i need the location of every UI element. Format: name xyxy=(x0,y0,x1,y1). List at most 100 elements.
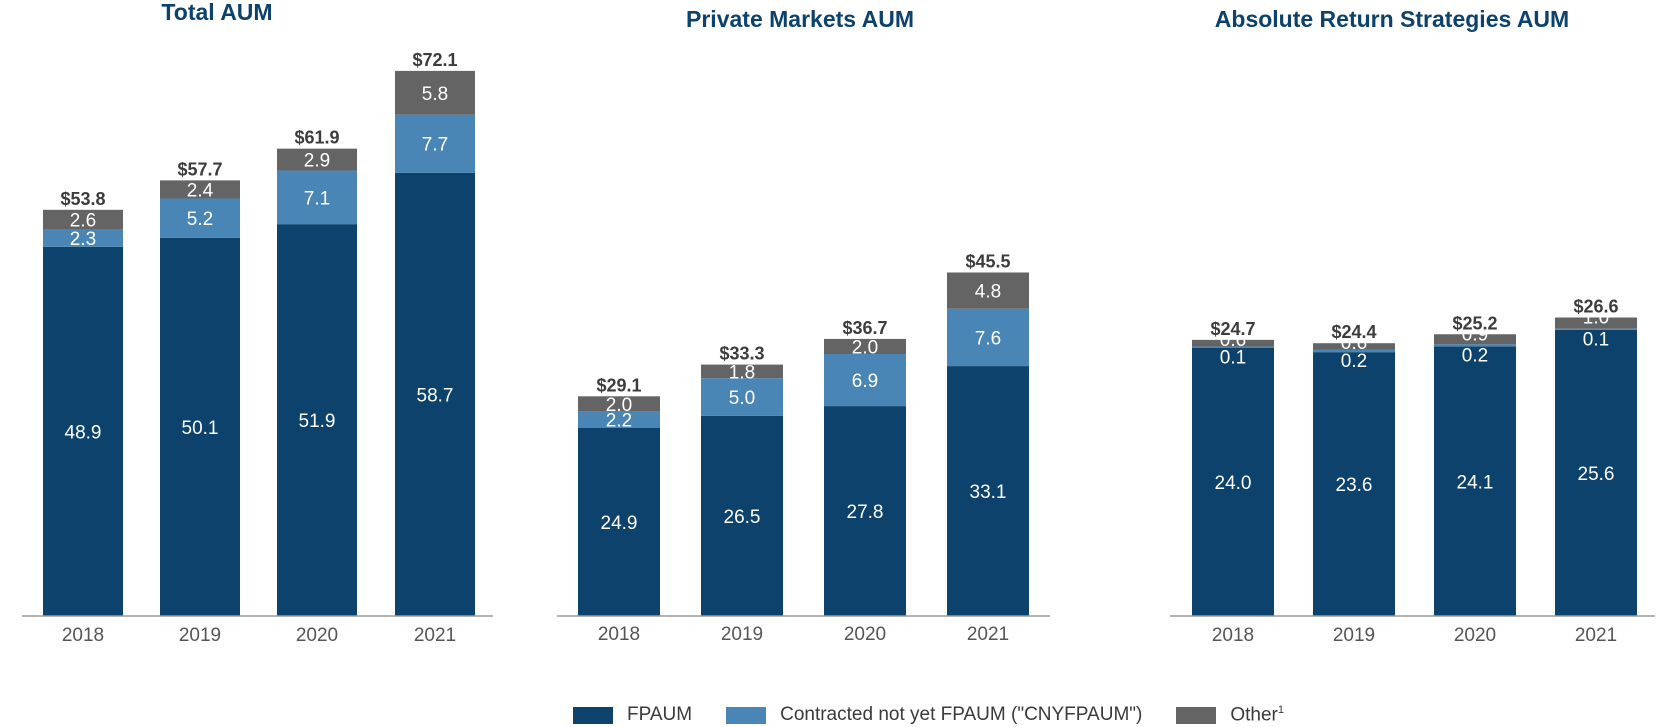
total-aum-total-2020: $61.9 xyxy=(294,128,339,148)
total-aum-total-2018: $53.8 xyxy=(60,189,105,209)
absolute-return-aum-bar-cnyfpaum-2019 xyxy=(1313,349,1395,353)
absolute-return-aum-total-2019: $24.4 xyxy=(1331,322,1376,342)
absolute-return-aum-bar-cnyfpaum-2018 xyxy=(1192,346,1274,348)
absolute-return-aum-title: Absolute Return Strategies AUM xyxy=(1215,6,1569,32)
legend-label-other: Other1 xyxy=(1230,704,1285,726)
legend-label-cnyfpaum: Contracted not yet FPAUM ("CNYFPAUM") xyxy=(780,704,1143,726)
absolute-return-aum-bar-fpaum-2020 xyxy=(1434,346,1516,616)
private-markets-aum-bar-cnyfpaum-2020 xyxy=(824,354,906,407)
total-aum-bar-other-2020 xyxy=(277,148,357,171)
absolute-return-aum-label-cnyfpaum-2020: 0.2 xyxy=(1462,345,1488,366)
legend-swatch-cnyfpaum xyxy=(726,706,767,724)
absolute-return-aum-bar-fpaum-2021 xyxy=(1555,329,1637,616)
absolute-return-aum-total-2020: $25.2 xyxy=(1452,313,1497,333)
total-aum-label-fpaum-2020: 51.9 xyxy=(299,411,336,432)
total-aum-label-cnyfpaum-2018: 2.3 xyxy=(70,229,96,250)
total-aum-tick-2019: 2019 xyxy=(179,625,221,646)
legend-item-fpaum: FPAUM xyxy=(573,704,692,726)
private-markets-aum-total-2018: $29.1 xyxy=(596,375,641,395)
private-markets-aum-label-cnyfpaum-2018: 2.2 xyxy=(606,411,632,432)
private-markets-aum-bar-cnyfpaum-2021 xyxy=(947,308,1029,367)
absolute-return-aum-label-cnyfpaum-2021: 0.1 xyxy=(1583,330,1609,351)
private-markets-aum-bar-fpaum-2018 xyxy=(578,428,660,616)
total-aum-label-other-2019: 2.4 xyxy=(187,180,214,201)
absolute-return-aum-label-other-2019: 0.6 xyxy=(1341,333,1367,354)
absolute-return-aum-total-2021: $26.6 xyxy=(1573,296,1618,316)
private-markets-aum-bar-other-2020 xyxy=(824,338,906,355)
total-aum-bar-other-2019 xyxy=(160,180,240,199)
private-markets-aum-total-2019: $33.3 xyxy=(719,344,764,364)
total-aum-tick-2020: 2020 xyxy=(296,625,338,646)
total-aum-label-cnyfpaum-2020: 7.1 xyxy=(304,188,330,209)
total-aum-tick-2021: 2021 xyxy=(414,625,456,646)
private-markets-aum-bar-other-2021 xyxy=(947,272,1029,309)
legend-swatch-other xyxy=(1176,706,1217,724)
absolute-return-aum-bar-cnyfpaum-2021 xyxy=(1555,328,1637,330)
private-markets-aum-tick-2018: 2018 xyxy=(598,624,640,645)
total-aum-bar-fpaum-2021 xyxy=(395,172,475,616)
private-markets-aum-total-2020: $36.7 xyxy=(842,318,887,338)
total-aum-label-fpaum-2019: 50.1 xyxy=(182,418,219,439)
absolute-return-aum-label-cnyfpaum-2019: 0.2 xyxy=(1341,351,1367,372)
private-markets-aum-label-fpaum-2020: 27.8 xyxy=(847,502,884,523)
absolute-return-aum-label-other-2021: 1.0 xyxy=(1583,307,1609,328)
legend-swatch-fpaum xyxy=(573,706,613,724)
total-aum-label-other-2018: 2.6 xyxy=(70,211,96,232)
absolute-return-aum-bar-fpaum-2018 xyxy=(1192,347,1274,616)
private-markets-aum-label-fpaum-2018: 24.9 xyxy=(601,513,638,534)
legend-item-other: Other1 xyxy=(1176,704,1284,726)
legend: FPAUM Contracted not yet FPAUM ("CNYFPAU… xyxy=(573,704,1318,726)
total-aum-bar-fpaum-2020 xyxy=(277,224,357,616)
total-aum-title: Total AUM xyxy=(161,0,272,25)
private-markets-aum-total-2021: $45.5 xyxy=(965,251,1010,271)
total-aum-bar-other-2021 xyxy=(395,70,475,115)
absolute-return-aum-tick-2019: 2019 xyxy=(1333,625,1375,646)
private-markets-aum-tick-2021: 2021 xyxy=(967,624,1009,645)
total-aum-label-fpaum-2018: 48.9 xyxy=(65,422,102,443)
absolute-return-aum-label-fpaum-2021: 25.6 xyxy=(1578,464,1615,485)
private-markets-aum-label-other-2018: 2.0 xyxy=(606,395,632,416)
private-markets-aum-tick-2019: 2019 xyxy=(721,624,763,645)
absolute-return-aum-label-other-2018: 0.6 xyxy=(1220,330,1246,351)
private-markets-aum-bar-cnyfpaum-2019 xyxy=(701,378,783,416)
absolute-return-aum-label-fpaum-2018: 24.0 xyxy=(1215,473,1252,494)
total-aum-bar-cnyfpaum-2019 xyxy=(160,198,240,238)
legend-item-cnyfpaum: Contracted not yet FPAUM ("CNYFPAUM") xyxy=(726,704,1142,726)
total-aum-bar-cnyfpaum-2018 xyxy=(43,229,123,247)
private-markets-aum-bar-other-2018 xyxy=(578,396,660,412)
total-aum-bar-fpaum-2019 xyxy=(160,237,240,616)
absolute-return-aum-label-cnyfpaum-2018: 0.1 xyxy=(1220,348,1246,369)
absolute-return-aum-bar-other-2020 xyxy=(1434,334,1516,345)
private-markets-aum-label-cnyfpaum-2020: 6.9 xyxy=(852,371,878,392)
total-aum-bar-other-2018 xyxy=(43,209,123,230)
absolute-return-aum-bar-cnyfpaum-2020 xyxy=(1434,344,1516,347)
private-markets-aum-tick-2020: 2020 xyxy=(844,624,886,645)
private-markets-aum-bar-fpaum-2021 xyxy=(947,366,1029,616)
total-aum-label-cnyfpaum-2019: 5.2 xyxy=(187,209,213,230)
absolute-return-aum-label-fpaum-2019: 23.6 xyxy=(1336,475,1373,496)
total-aum-bar-cnyfpaum-2020 xyxy=(277,170,357,225)
total-aum-bar-cnyfpaum-2021 xyxy=(395,114,475,173)
private-markets-aum-bar-fpaum-2020 xyxy=(824,406,906,616)
private-markets-aum-bar-cnyfpaum-2018 xyxy=(578,411,660,429)
total-aum-tick-2018: 2018 xyxy=(62,625,104,646)
private-markets-aum-title: Private Markets AUM xyxy=(686,6,914,32)
absolute-return-aum-bar-fpaum-2019 xyxy=(1313,352,1395,616)
total-aum-total-2021: $72.1 xyxy=(412,50,457,70)
total-aum-label-fpaum-2021: 58.7 xyxy=(417,385,454,406)
private-markets-aum-bar-other-2019 xyxy=(701,364,783,379)
absolute-return-aum-tick-2021: 2021 xyxy=(1575,625,1617,646)
private-markets-aum-label-fpaum-2021: 33.1 xyxy=(970,482,1007,503)
private-markets-aum-label-fpaum-2019: 26.5 xyxy=(724,507,761,528)
total-aum-bar-fpaum-2018 xyxy=(43,246,123,616)
absolute-return-aum-tick-2018: 2018 xyxy=(1212,625,1254,646)
private-markets-aum-bar-fpaum-2019 xyxy=(701,415,783,616)
private-markets-aum-label-other-2019: 1.8 xyxy=(729,362,755,383)
private-markets-aum-label-other-2021: 4.8 xyxy=(975,282,1001,303)
total-aum-total-2019: $57.7 xyxy=(177,159,222,179)
absolute-return-aum-bar-other-2018 xyxy=(1192,339,1274,347)
absolute-return-aum-bar-other-2021 xyxy=(1555,317,1637,329)
total-aum-label-other-2021: 5.8 xyxy=(422,84,448,105)
private-markets-aum-label-cnyfpaum-2021: 7.6 xyxy=(975,328,1001,349)
